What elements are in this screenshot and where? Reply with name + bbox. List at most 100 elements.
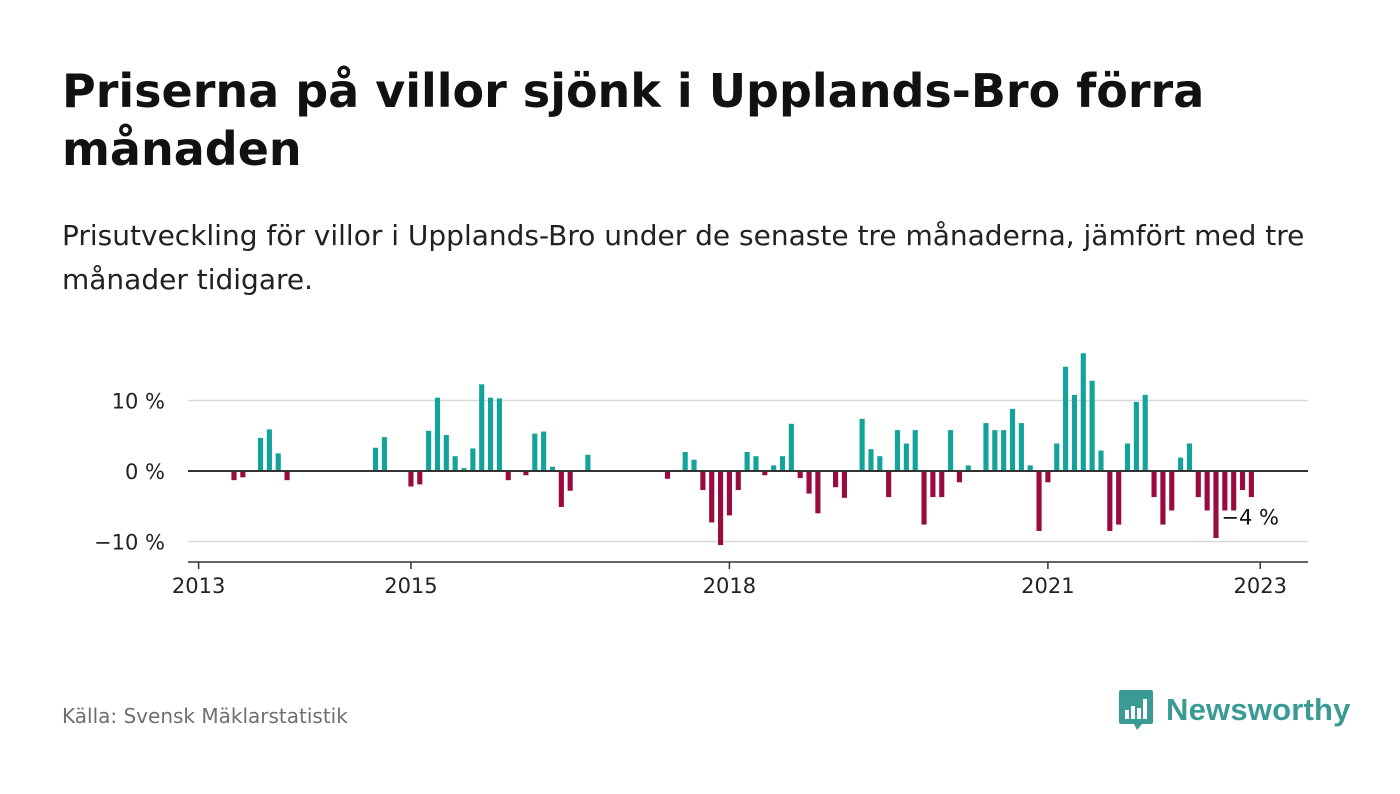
y-tick-label: −10 %: [94, 531, 165, 555]
bar: [965, 465, 971, 471]
bar: [1018, 423, 1024, 471]
chart-subtitle: Prisutveckling för villor i Upplands-Bro…: [62, 219, 1305, 296]
source-note: Källa: Svensk Mäklarstatistik: [62, 704, 348, 728]
grid-lines: [188, 399, 1308, 543]
x-tick-label: 2015: [384, 574, 437, 598]
bar-chart-speech-bubble-icon: [1119, 690, 1153, 730]
x-tick-label: 2013: [172, 574, 225, 598]
bar: [487, 397, 494, 471]
bar: [1116, 471, 1122, 525]
bar: [939, 471, 945, 498]
x-axis: 2013 2015 2018 2021 2023: [172, 561, 1308, 598]
bar: [877, 456, 883, 471]
bar: [434, 397, 441, 471]
bar: [762, 471, 768, 476]
bar: [1133, 401, 1139, 471]
bar: [266, 429, 272, 471]
bar: [1089, 380, 1095, 471]
bar: [709, 471, 715, 523]
bar: [859, 418, 865, 471]
bar: [1107, 471, 1113, 531]
bar-chart: 2013 2015 2018 2021 2023 −10 % 0 % 10 % −4 %: [94, 353, 1308, 598]
bar: [744, 451, 750, 471]
bar: [479, 384, 485, 471]
bar: [956, 471, 962, 483]
x-tick-label: 2021: [1021, 574, 1074, 598]
bar: [948, 430, 954, 471]
bar: [983, 423, 989, 471]
bar: [461, 468, 467, 471]
bar: [284, 471, 290, 481]
bar: [664, 471, 671, 479]
bar: [726, 471, 732, 516]
bar: [833, 471, 839, 488]
brand-logo[interactable]: Newsworthy: [1118, 688, 1351, 732]
bar: [771, 465, 777, 471]
bar: [992, 430, 998, 471]
bar: [894, 430, 901, 471]
bar: [1151, 471, 1157, 498]
bar: [753, 456, 759, 471]
bar: [275, 453, 281, 472]
bar: [470, 448, 476, 471]
bar: [1142, 394, 1148, 471]
bar: [372, 447, 379, 471]
bar: [1239, 471, 1246, 491]
bar: [1098, 450, 1104, 471]
bar: [1045, 471, 1051, 483]
bar: [841, 471, 847, 498]
bar: [523, 471, 529, 476]
brand-name: Newsworthy: [1166, 692, 1351, 727]
bar: [921, 471, 927, 525]
bar: [1124, 443, 1131, 471]
bar: [549, 466, 556, 471]
bar: [903, 443, 909, 471]
chart-title: Priserna på villor sjönk i Upplands-Bro …: [62, 64, 1205, 176]
bar: [585, 454, 591, 471]
bar: [1054, 443, 1060, 471]
bar: [257, 437, 264, 471]
bar: [682, 451, 688, 471]
bar: [1027, 465, 1033, 471]
bar: [886, 471, 892, 498]
last-value-label: −4 %: [1221, 506, 1279, 530]
bar: [496, 398, 502, 471]
y-tick-label: 10 %: [112, 390, 165, 414]
bar: [1186, 443, 1193, 471]
bar: [815, 471, 821, 514]
bar: [381, 437, 387, 471]
bar: [558, 471, 564, 507]
bar: [452, 456, 458, 471]
bar: [1071, 394, 1078, 471]
bar: [691, 459, 697, 471]
bar-series: [188, 353, 1308, 546]
bar: [532, 433, 538, 471]
bar: [1248, 471, 1254, 498]
bar: [1231, 471, 1237, 511]
bar: [1204, 471, 1210, 511]
bar: [567, 471, 573, 491]
bar: [1036, 471, 1042, 531]
bar: [1080, 353, 1086, 471]
bar: [700, 471, 706, 491]
bar: [735, 471, 741, 491]
bar: [408, 471, 414, 487]
bar: [505, 471, 511, 481]
bar: [1222, 471, 1228, 511]
bar: [788, 423, 794, 471]
bar: [1160, 471, 1166, 525]
bar: [797, 471, 803, 479]
y-axis: −10 % 0 % 10 %: [94, 390, 165, 555]
x-tick-label: 2023: [1234, 574, 1287, 598]
y-tick-label: 0 %: [125, 460, 165, 484]
bar: [240, 471, 246, 478]
bar: [417, 471, 423, 485]
bar: [930, 471, 936, 498]
bar: [426, 430, 432, 471]
x-tick-label: 2018: [703, 574, 756, 598]
bar: [1009, 408, 1016, 471]
bar: [541, 431, 547, 471]
bar: [868, 449, 874, 471]
bar: [443, 435, 449, 471]
bar: [1063, 366, 1069, 471]
